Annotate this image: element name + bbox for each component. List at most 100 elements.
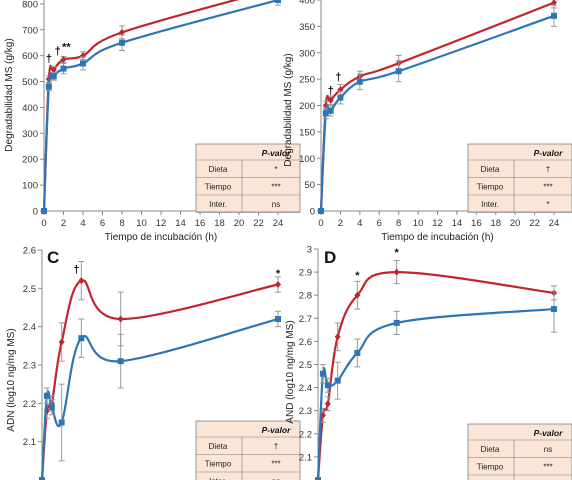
data-point — [275, 0, 281, 4]
x-tick-label: 22 — [529, 218, 540, 229]
y-tick-label: 2.3 — [299, 406, 312, 417]
x-tick-label: 12 — [432, 218, 443, 229]
data-point — [551, 306, 557, 313]
data-point — [119, 28, 125, 36]
y-tick-label: 200 — [299, 101, 315, 112]
significance-label: † — [73, 264, 79, 276]
data-point — [315, 477, 321, 480]
data-point — [322, 110, 329, 117]
y-tick-label: 2.4 — [299, 383, 312, 394]
p-valor-value: *** — [543, 463, 552, 472]
x-tick-label: 4 — [80, 218, 85, 229]
data-point — [117, 315, 124, 323]
p-valor-box — [467, 143, 572, 213]
x-tick-label: 20 — [510, 218, 521, 229]
y-tick-label: 2.7 — [299, 314, 312, 325]
p-valor-value: * — [546, 200, 549, 209]
data-point — [337, 94, 344, 101]
p-valor-value: *** — [271, 183, 280, 192]
y-tick-label: 0 — [310, 207, 315, 218]
significance-label: † — [328, 85, 334, 97]
x-tick-label: 18 — [214, 218, 225, 229]
p-valor-table: P-valor Dieta * Tiempo *** Inter. ns — [195, 143, 301, 213]
data-point — [78, 335, 85, 342]
panel-letter: C — [47, 248, 59, 267]
data-point — [275, 281, 281, 288]
p-valor-factor: Inter. — [481, 200, 499, 209]
data-point — [551, 12, 557, 19]
p-valor-value: *** — [271, 460, 280, 469]
data-point — [551, 0, 557, 7]
data-point — [393, 319, 400, 326]
data-point — [324, 400, 331, 408]
y-axis-title: AND (log10 ng/mg MS) — [285, 320, 296, 423]
data-point — [356, 78, 363, 85]
x-tick-label: 24 — [549, 218, 560, 229]
data-point — [43, 392, 50, 399]
p-valor-value: ns — [272, 200, 280, 209]
significance-label: * — [395, 247, 400, 259]
x-tick-label: 10 — [136, 218, 147, 229]
y-tick-label: 350 — [299, 22, 315, 33]
y-tick-label: 2.9 — [299, 268, 312, 279]
data-point — [119, 39, 125, 46]
y-tick-label: 400 — [22, 103, 38, 114]
data-point — [117, 358, 124, 365]
p-valor-factor: Inter. — [209, 477, 227, 480]
data-point — [354, 291, 361, 299]
y-tick-label: 300 — [299, 48, 315, 59]
x-tick-label: 22 — [253, 218, 264, 229]
y-tick-label: 400 — [299, 0, 315, 7]
p-valor-factor: Tiempo — [205, 460, 232, 469]
data-point — [41, 208, 47, 214]
data-point — [45, 83, 52, 90]
x-tick-label: 10 — [413, 218, 424, 229]
data-point — [318, 208, 324, 214]
data-point — [50, 66, 57, 74]
y-tick-label: 700 — [22, 25, 38, 36]
y-tick-label: 600 — [22, 51, 38, 62]
chart-panel-4: 2.1 2.2 2.3 2.4 2.5 2.6 2.7 2.8 2.9 3 AND (log10 n… — [285, 245, 572, 480]
data-point — [39, 477, 45, 480]
y-tick-label: 0 — [33, 207, 38, 218]
y-tick-label: 2.3 — [23, 361, 36, 372]
data-point — [80, 60, 86, 67]
data-point — [354, 349, 361, 356]
y-tick-label: 2.6 — [23, 246, 36, 257]
y-axis-title: Degradabilidad MS (g/kg) — [283, 53, 294, 166]
y-tick-label: 2.1 — [299, 452, 312, 463]
y-tick-label: 150 — [299, 127, 315, 138]
data-point — [60, 56, 67, 64]
x-tick-label: 16 — [471, 218, 482, 229]
p-valor-factor: Dieta — [481, 165, 500, 174]
x-tick-label: 16 — [195, 218, 206, 229]
x-tick-label: 8 — [396, 218, 401, 229]
data-point — [50, 73, 57, 80]
data-point — [275, 316, 281, 322]
y-tick-label: 100 — [299, 154, 315, 165]
y-axis-title: ADN (log10 ng/mg MS) — [6, 328, 17, 431]
data-point — [327, 96, 334, 104]
x-tick-label: 2 — [61, 218, 66, 229]
y-tick-label: 2.6 — [299, 337, 312, 348]
significance-label: * — [276, 268, 281, 280]
significance-label: † — [55, 45, 61, 57]
y-tick-label: 100 — [22, 181, 38, 192]
data-point — [395, 68, 402, 75]
data-point — [393, 268, 400, 276]
data-point — [327, 107, 334, 114]
p-valor-box — [195, 420, 301, 480]
data-point — [78, 277, 85, 285]
p-valor-table: P-valor Dieta † Tiempo *** Inter. ns — [195, 420, 301, 480]
x-tick-label: 14 — [175, 218, 186, 229]
x-tick-label: 12 — [156, 218, 167, 229]
p-valor-value: ns — [544, 445, 552, 454]
y-tick-label: 800 — [22, 0, 38, 10]
p-valor-box — [195, 143, 301, 213]
x-tick-label: 24 — [273, 218, 284, 229]
y-tick-label: 2.5 — [299, 360, 312, 371]
